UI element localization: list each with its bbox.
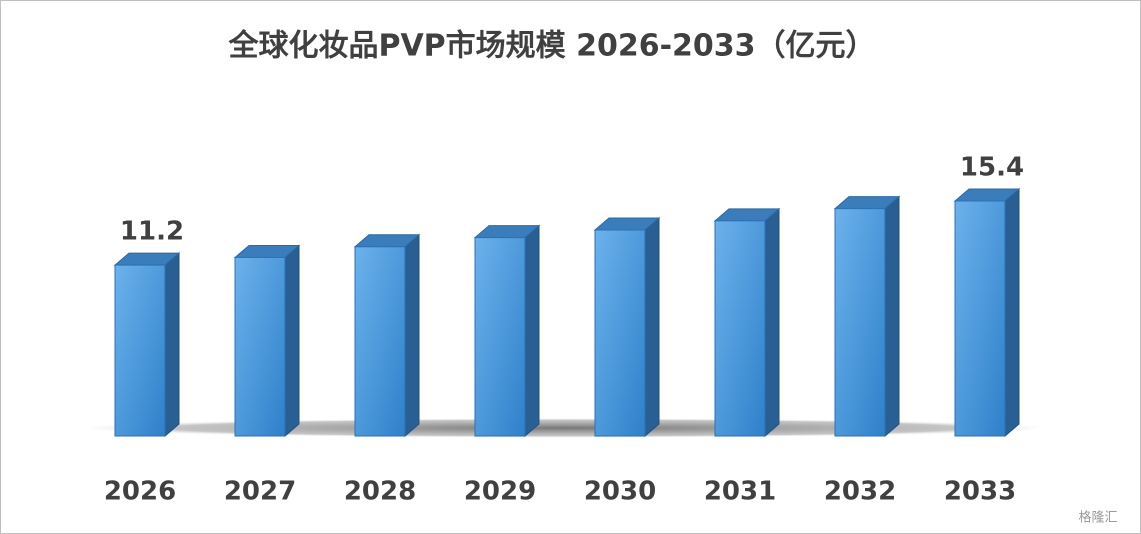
- bar-side: [284, 244, 300, 438]
- bar: [594, 229, 646, 437]
- bar-side: [1004, 187, 1020, 438]
- bar: [714, 220, 766, 437]
- bar-side: [644, 216, 660, 438]
- data-label: 11.2: [120, 217, 184, 247]
- floor-shadow: [70, 418, 1060, 438]
- bar: [234, 256, 286, 437]
- bar: [834, 208, 886, 437]
- x-tick-label: 2026: [104, 477, 176, 507]
- x-tick-label: 2028: [344, 477, 416, 507]
- x-tick-label: 2031: [704, 477, 776, 507]
- bar-side: [764, 207, 780, 438]
- bar: [114, 264, 166, 437]
- bar-side: [404, 233, 420, 438]
- data-label: 15.4: [960, 153, 1024, 183]
- bar: [474, 237, 526, 437]
- x-tick-label: 2029: [464, 477, 536, 507]
- bar: [954, 200, 1006, 437]
- x-tick-label: 2033: [944, 477, 1016, 507]
- bar-side: [164, 252, 180, 438]
- watermark: 格隆汇: [1078, 510, 1117, 526]
- x-tick-label: 2030: [584, 477, 656, 507]
- x-tick-label: 2032: [824, 477, 896, 507]
- bar-side: [884, 195, 900, 438]
- bar-side: [524, 224, 540, 438]
- chart-title: 全球化妆品PVP市场规模 2026-2033（亿元）: [227, 29, 875, 64]
- bar: [354, 246, 406, 437]
- x-tick-label: 2027: [224, 477, 296, 507]
